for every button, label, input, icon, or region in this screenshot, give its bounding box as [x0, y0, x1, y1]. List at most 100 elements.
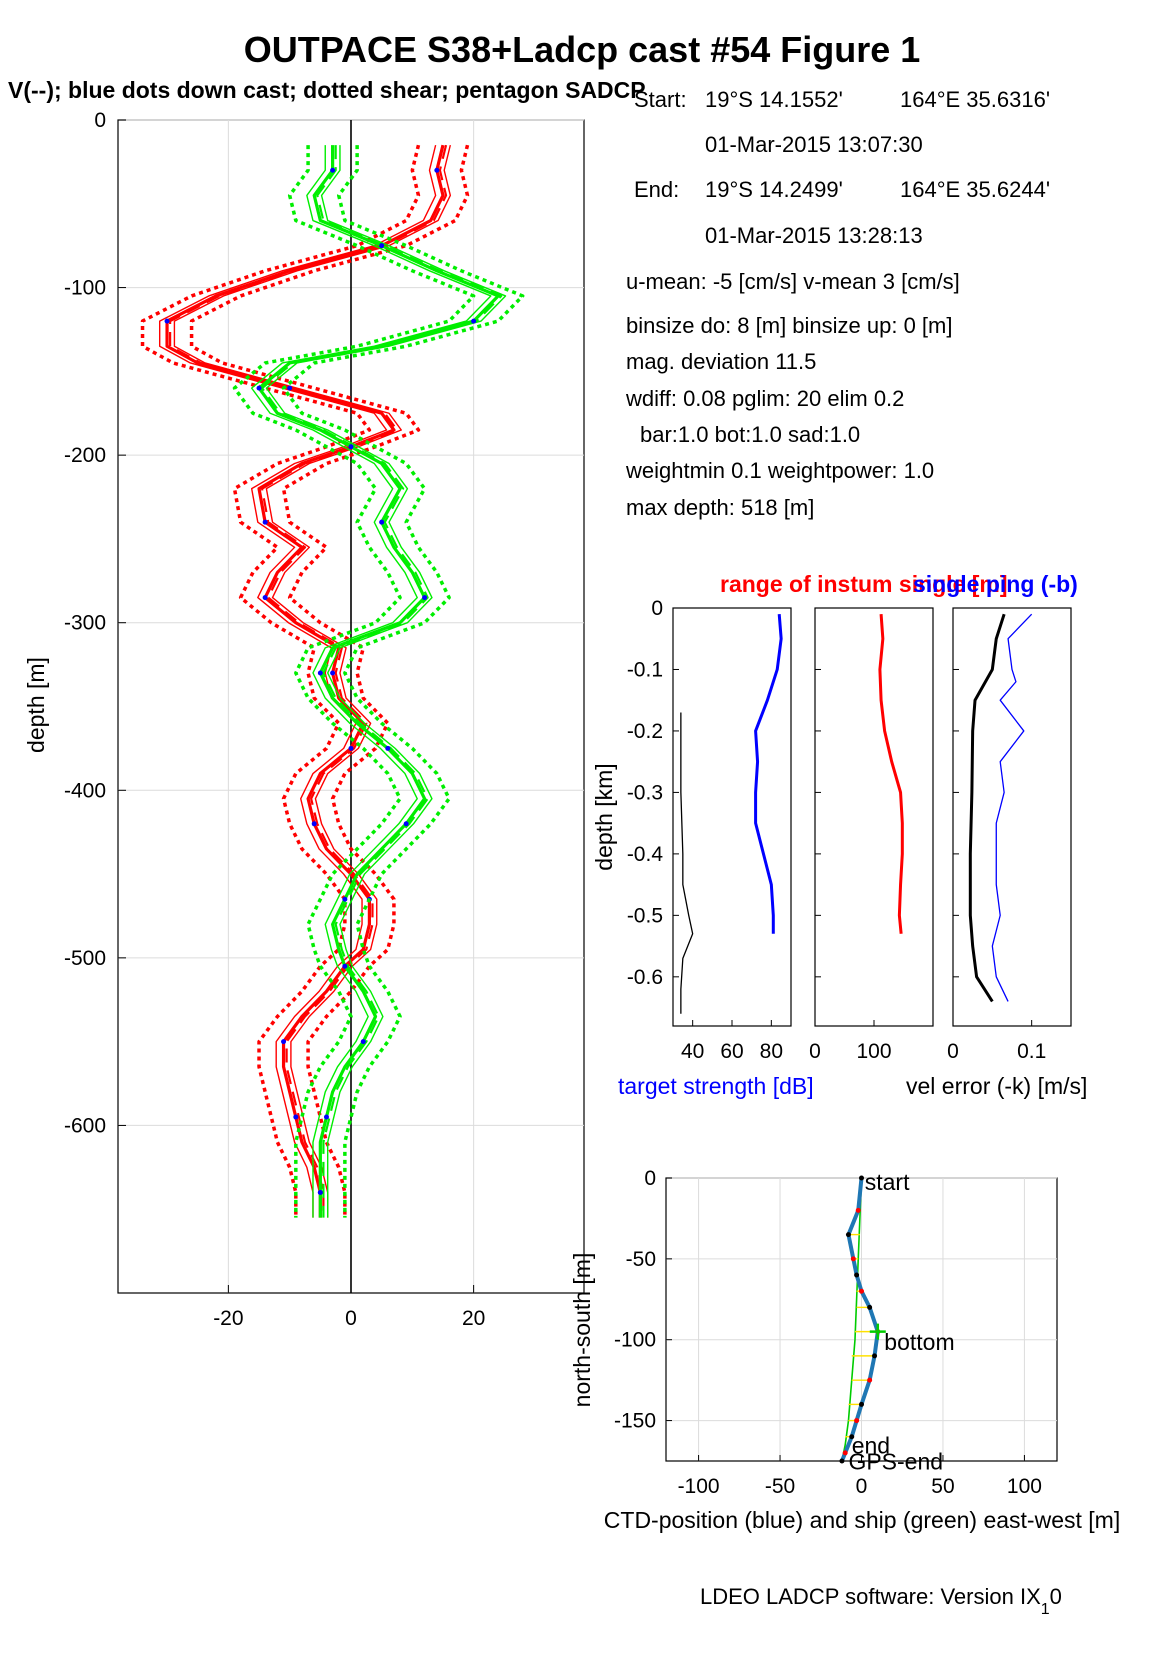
track-ytick-label: -150	[614, 1410, 656, 1433]
downcast-dot	[256, 385, 262, 391]
profile-ytick-label: -300	[64, 612, 106, 635]
range-line-red	[878, 614, 904, 934]
profile-ytick-label: -500	[64, 947, 106, 970]
ctd-position-marker	[867, 1304, 873, 1310]
v-velocity-line-2	[250, 145, 492, 1218]
info-start-lat: 19°S 14.1552'	[705, 87, 843, 112]
downcast-dot	[348, 745, 354, 751]
software-version-tail: 0	[1050, 1584, 1062, 1609]
figure-title: OUTPACE S38+Ladcp cast #54 Figure 1	[244, 29, 921, 70]
downcast-dot	[281, 1039, 287, 1045]
downcast-dot	[471, 318, 477, 324]
downcast-dot	[293, 1114, 299, 1120]
profile-xtick-label: 0	[345, 1307, 357, 1330]
v-velocity-line-3	[260, 145, 503, 1218]
track-xtick-label: 50	[931, 1475, 954, 1498]
target-strength-xtick-label: 40	[681, 1040, 704, 1063]
target-strength-ytick-label: -0.4	[627, 843, 664, 866]
v-velocity-line-4	[281, 145, 525, 1218]
info-end-lat: 19°S 14.2499'	[705, 177, 843, 202]
ctd-position-marker	[842, 1450, 848, 1456]
vel-error-plot: 0 0.1 vel error (-k) [m/s]	[906, 607, 1087, 1099]
info-start-lon: 164°E 35.6316'	[900, 87, 1050, 112]
target-strength-ytick-label: -0.6	[627, 966, 663, 989]
track-annotation-gps-end: GPS-end	[848, 1449, 943, 1475]
range-xtick-label: 0	[809, 1040, 821, 1063]
track-xtick-label: 100	[1007, 1475, 1042, 1498]
ctd-position-marker	[867, 1377, 873, 1383]
track-ytick-label: -50	[626, 1248, 656, 1271]
target-strength-ytick-label: -0.3	[627, 781, 663, 804]
profile-ytick-label: -100	[64, 277, 106, 300]
target-strength-plot: 40 60 80 0 -0.1 -0.2 -0.3 -0.4 -0.5 -0.6 depth [k…	[591, 597, 814, 1099]
profile-xtick-label: 20	[462, 1307, 485, 1330]
range-axes	[814, 607, 934, 1027]
downcast-dot	[330, 670, 336, 676]
target-strength-ylabel: depth [km]	[591, 763, 617, 870]
info-start-label: Start:	[634, 87, 687, 112]
target-strength-xlabel: target strength [dB]	[618, 1073, 814, 1099]
u-velocity-line-5	[140, 144, 421, 1218]
profile-plot: 0-100-200-300-400-500-600-20 0 20 depth [m…	[23, 109, 585, 1330]
instrument-title-ping: single ping (-b)	[913, 571, 1078, 597]
vel-error-line-blue	[991, 613, 1033, 1002]
ctd-position-marker	[850, 1256, 856, 1262]
software-version: LDEO LADCP software: Version IX10	[700, 1584, 1062, 1618]
downcast-dot	[262, 595, 268, 601]
track-ylabel: north-south [m]	[569, 1253, 595, 1408]
info-weights: bar:1.0 bot:1.0 sad:1.0	[640, 422, 860, 447]
range-plot: 0 100	[809, 607, 934, 1063]
target-strength-xtick-label: 80	[760, 1040, 783, 1063]
track-xlabel: CTD-position (blue) and ship (green) eas…	[604, 1507, 1120, 1533]
target-strength-xtick-label: 60	[720, 1040, 743, 1063]
downcast-dot	[323, 1114, 329, 1120]
downcast-dot	[434, 167, 440, 173]
downcast-dot	[360, 1039, 366, 1045]
target-strength-axes	[672, 607, 792, 1027]
track-ytick-label: -100	[614, 1329, 656, 1352]
track-xtick-label: 0	[856, 1475, 868, 1498]
vel-error-xtick-label: 0.1	[1017, 1040, 1046, 1063]
figure-subtitle: V(--); blue dots down cast; dotted shear…	[8, 77, 646, 103]
vel-error-xtick-label: 0	[947, 1040, 959, 1063]
profile-ytick-label: -400	[64, 779, 106, 802]
track-xtick-label: -100	[678, 1475, 720, 1498]
downcast-dot	[385, 745, 391, 751]
info-end-time: 01-Mar-2015 13:28:13	[705, 223, 923, 248]
downcast-dot	[311, 821, 317, 827]
info-end-lon: 164°E 35.6244'	[900, 177, 1050, 202]
profile-ytick-label: -600	[64, 1114, 106, 1137]
track-xtick-label: -50	[765, 1475, 795, 1498]
instrument-title-range: range of instum single [m]	[720, 571, 1008, 597]
ctd-position-marker	[845, 1232, 851, 1238]
vel-error-xlabel: vel error (-k) [m/s]	[906, 1073, 1087, 1099]
downcast-dot	[317, 1189, 323, 1195]
downcast-dot	[317, 670, 323, 676]
downcast-dot	[422, 595, 428, 601]
profile-xtick-label: -20	[213, 1307, 243, 1330]
ctd-position-marker	[854, 1272, 860, 1278]
downcast-dot	[348, 444, 354, 450]
info-wdiff: wdiff: 0.08 pglim: 20 elim 0.2	[625, 386, 904, 411]
downcast-dot	[379, 519, 385, 525]
downcast-dot	[403, 821, 409, 827]
ctd-position-marker	[849, 1434, 855, 1440]
track-annotation-end: end	[852, 1432, 890, 1458]
ctd-position-marker	[855, 1207, 861, 1213]
software-version-sub: 1	[1041, 1601, 1050, 1618]
downcast-dot	[330, 167, 336, 173]
vel-error-line-black	[968, 613, 1006, 1003]
downcast-dot	[262, 519, 268, 525]
u-velocity-line-4	[189, 144, 470, 1218]
ctd-position-marker	[859, 1175, 864, 1181]
ctd-position-marker	[854, 1418, 860, 1424]
cast-info: Start: 19°S 14.1552' 164°E 35.6316' 01-M…	[625, 87, 1050, 520]
v-velocity-line-5	[232, 145, 476, 1218]
track-annotation-start: start	[865, 1169, 910, 1195]
track-ytick-label: 0	[644, 1167, 656, 1190]
target-strength-ytick-label: -0.5	[627, 904, 663, 927]
downcast-dot	[164, 318, 170, 324]
v-velocity-line-1	[265, 145, 507, 1218]
target-strength-line-black	[680, 712, 694, 1014]
